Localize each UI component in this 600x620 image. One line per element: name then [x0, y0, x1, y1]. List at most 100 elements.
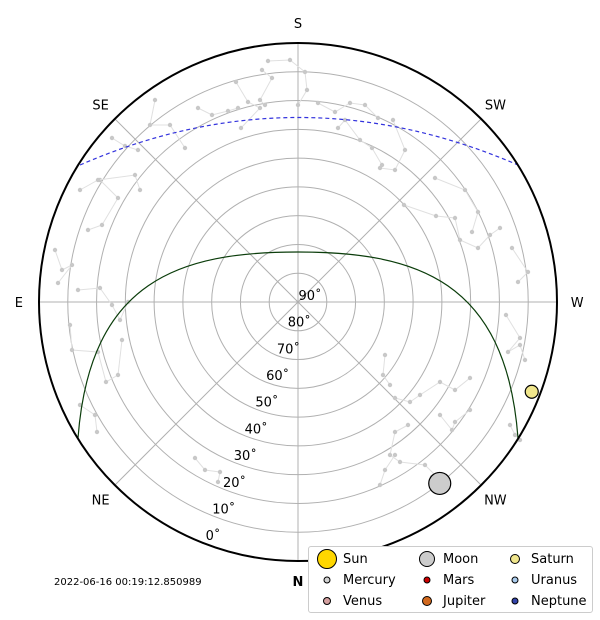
star	[302, 69, 308, 75]
star	[405, 422, 411, 428]
jupiter-marker-icon	[417, 591, 437, 611]
direction-label-sw: SW	[485, 99, 506, 114]
star	[437, 379, 443, 385]
star	[497, 225, 503, 231]
celestial-bodies	[428, 384, 539, 496]
legend-item-mars: Mars	[417, 570, 474, 590]
star	[452, 387, 458, 393]
star	[382, 467, 388, 473]
star	[335, 125, 341, 131]
altitude-label: 70˚	[277, 341, 300, 357]
star	[97, 285, 103, 291]
star	[182, 145, 188, 151]
star	[422, 462, 428, 468]
timestamp: 2022-06-16 00:19:12.850989	[54, 577, 202, 588]
star	[469, 229, 475, 235]
star	[347, 100, 353, 106]
star	[432, 175, 438, 181]
constellation-line	[259, 69, 273, 106]
altitude-label: 50˚	[255, 395, 278, 411]
constellation-line	[379, 454, 396, 486]
constellation-line	[394, 377, 471, 403]
legend-label-neptune: Neptune	[531, 593, 587, 609]
star	[392, 167, 398, 173]
sky-curves	[77, 116, 519, 439]
star	[457, 237, 463, 243]
constellation-line	[149, 99, 186, 149]
legend-label-sun: Sun	[343, 551, 368, 567]
constellation-line	[439, 409, 471, 431]
star	[407, 399, 413, 405]
star	[433, 213, 439, 219]
star	[257, 97, 263, 103]
altitude-label: 0˚	[206, 528, 221, 544]
star	[402, 147, 408, 153]
star	[509, 245, 515, 251]
star	[475, 209, 481, 215]
venus-marker-icon	[317, 591, 337, 611]
constellation-line	[197, 107, 239, 116]
legend-label-mercury: Mercury	[343, 572, 396, 588]
azimuth-spoke	[297, 118, 482, 303]
star	[377, 165, 383, 171]
star	[392, 452, 398, 458]
constellation-line	[87, 179, 119, 231]
star	[449, 427, 455, 433]
star	[467, 407, 473, 413]
constellation-line	[267, 59, 308, 106]
constellation-line	[337, 119, 383, 166]
star	[287, 57, 293, 63]
azimuth-spoke	[297, 301, 482, 486]
star	[152, 97, 158, 103]
saturn-marker-icon	[505, 549, 525, 569]
altitude-label: 60˚	[266, 368, 289, 384]
star	[137, 187, 143, 193]
star	[512, 432, 518, 438]
constellation-line	[403, 204, 501, 249]
star	[92, 412, 98, 418]
star	[238, 125, 244, 131]
mercury-marker-icon	[317, 570, 337, 590]
star	[75, 287, 81, 293]
legend-item-venus: Venus	[317, 591, 382, 611]
direction-labels: S SW W NW N NE E SE	[15, 17, 584, 590]
star	[233, 79, 239, 85]
azimuth-spokes	[39, 43, 557, 561]
star	[375, 115, 381, 121]
star	[94, 429, 100, 435]
star	[392, 395, 398, 401]
star	[109, 302, 115, 308]
star	[452, 419, 458, 425]
direction-label-se: SE	[92, 99, 108, 114]
star	[452, 215, 458, 221]
star	[269, 75, 275, 81]
constellation-line	[235, 81, 261, 129]
azimuth-spoke	[114, 118, 299, 303]
star	[77, 187, 83, 193]
legend: Sun Moon Saturn Mercury Mars Uranus Venu…	[308, 546, 593, 613]
star	[235, 105, 241, 111]
legend-label-uranus: Uranus	[531, 572, 578, 588]
star	[517, 335, 523, 341]
sun-marker-icon	[317, 549, 337, 569]
star	[67, 322, 73, 328]
direction-label-ne: NE	[92, 493, 110, 508]
star	[95, 177, 101, 183]
star	[522, 357, 528, 363]
star	[401, 202, 407, 208]
star	[265, 58, 271, 64]
legend-item-saturn: Saturn	[505, 549, 574, 569]
star	[505, 349, 511, 355]
star	[467, 375, 473, 381]
star	[342, 117, 348, 123]
altitude-label: 30˚	[234, 448, 257, 464]
star	[392, 429, 398, 435]
star	[262, 102, 268, 108]
moon-marker-icon	[417, 549, 437, 569]
star	[202, 467, 208, 473]
star	[257, 105, 263, 111]
star	[85, 227, 91, 233]
star	[117, 317, 123, 323]
legend-item-jupiter: Jupiter	[417, 591, 485, 611]
star	[122, 143, 128, 149]
